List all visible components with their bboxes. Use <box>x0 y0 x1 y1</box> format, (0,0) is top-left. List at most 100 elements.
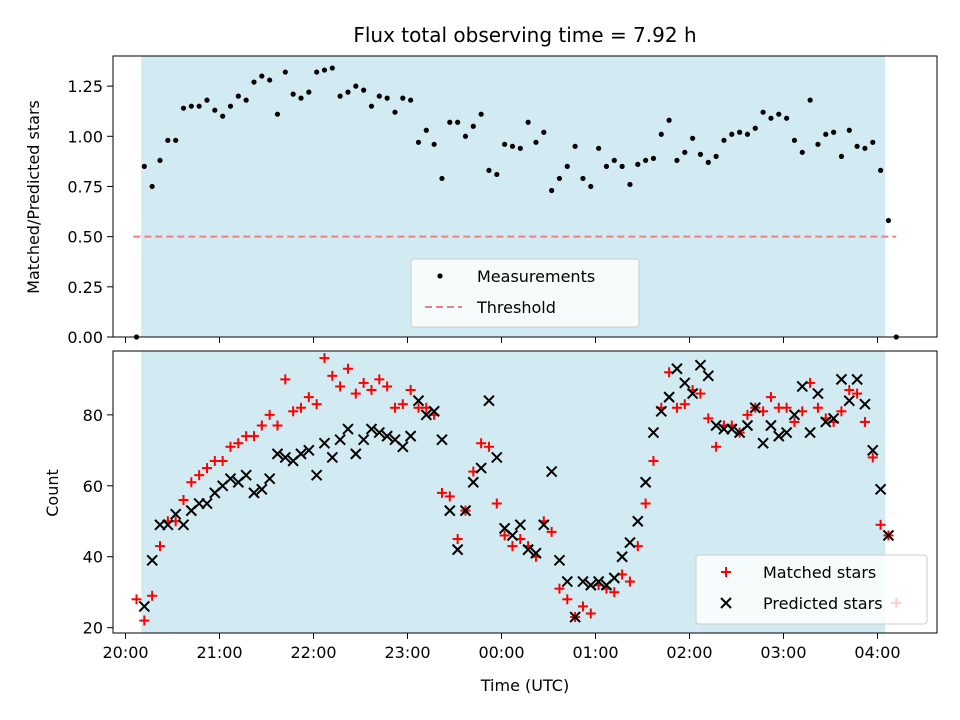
matched-stars-point <box>875 519 886 530</box>
matched-stars-point <box>327 370 338 381</box>
predicted-stars-point <box>749 402 761 414</box>
predicted-stars-point-b <box>373 426 386 439</box>
measurement-point <box>682 149 688 155</box>
measurement-point <box>791 137 798 143</box>
measurement-point <box>690 135 696 141</box>
measurement-point <box>784 115 790 121</box>
matched-stars-point <box>789 416 800 427</box>
matched-stars-point <box>366 385 377 396</box>
measurement-point <box>235 93 241 99</box>
predicted-stars-point <box>365 423 378 435</box>
x-tick-label: 22:00 <box>290 643 336 662</box>
legend-predicted-stars-marker-b <box>720 597 732 609</box>
predicted-stars-point-b <box>780 426 793 439</box>
x-tick-label: 21:00 <box>196 643 242 662</box>
predicted-stars-point-b <box>459 504 472 517</box>
matched-stars-point <box>703 413 714 424</box>
predicted-stars-point-b <box>498 522 511 535</box>
predicted-stars-point-b <box>585 579 597 591</box>
measurement-point <box>415 139 422 145</box>
measurement-point <box>251 79 257 85</box>
predicted-stars-point-b <box>820 416 832 428</box>
matched-stars-point <box>640 498 651 509</box>
measurement-point <box>494 171 500 178</box>
predicted-stars-point-b <box>773 430 785 442</box>
top-y-tick-label: 1.25 <box>67 77 103 96</box>
measurement-point <box>768 115 774 121</box>
measurement-point <box>509 143 516 149</box>
predicted-stars-point <box>882 529 895 542</box>
predicted-stars-point <box>804 426 816 439</box>
matched-stars-point <box>201 463 212 474</box>
predicted-stars-point-b <box>357 433 370 446</box>
predicted-stars-point-b <box>138 600 151 613</box>
predicted-stars-point-b <box>835 373 848 386</box>
predicted-stars-point-b <box>522 543 534 556</box>
predicted-stars-point-b <box>146 554 158 566</box>
predicted-stars-point-b <box>874 483 887 496</box>
predicted-stars-point <box>467 476 480 488</box>
matched-stars-point <box>272 420 283 431</box>
matched-stars-point <box>679 399 690 410</box>
predicted-stars-point <box>679 377 691 389</box>
measurement-point <box>752 125 758 131</box>
predicted-stars-point <box>632 515 644 527</box>
predicted-stars-point-b <box>295 448 307 460</box>
predicted-stars-point <box>357 433 370 446</box>
matched-stars-point <box>852 388 863 399</box>
measurement-point <box>846 127 852 133</box>
predicted-stars-point-b <box>397 441 409 453</box>
top-chart-title: Flux total observing time = 7.92 h <box>353 23 696 47</box>
matched-stars-point <box>546 526 557 537</box>
predicted-stars-point-b <box>506 529 519 542</box>
predicted-stars-point <box>741 419 754 432</box>
measurement-point <box>408 97 414 103</box>
legend-predicted-stars-label: Predicted stars <box>763 594 883 613</box>
matched-stars-point <box>491 498 502 509</box>
measurement-point <box>188 103 194 109</box>
predicted-stars-point <box>162 519 174 531</box>
predicted-stars-point <box>867 444 879 457</box>
matched-stars-point <box>483 441 494 452</box>
measurement-point <box>423 127 429 133</box>
predicted-stars-point-b <box>710 419 722 432</box>
predicted-stars-point <box>279 451 292 464</box>
measurement-point <box>149 183 155 190</box>
predicted-stars-point-b <box>248 487 260 499</box>
predicted-stars-point-b <box>851 373 863 386</box>
predicted-stars-point-b <box>538 519 550 531</box>
predicted-stars-point-b <box>404 430 417 442</box>
measurement-point <box>713 153 719 159</box>
matched-stars-point <box>248 431 259 442</box>
matched-stars-point <box>859 416 870 427</box>
predicted-stars-point-b <box>757 437 769 449</box>
matched-stars-point <box>382 381 393 392</box>
predicted-stars-point-b <box>514 519 527 531</box>
predicted-stars-point <box>318 437 331 449</box>
measurement-point <box>603 163 610 169</box>
matched-stars-point <box>554 583 565 594</box>
predicted-stars-point <box>506 529 519 542</box>
bottom-panel: 20:00 21:00 22:00 23:00 00:00 01:00 02:00 03:00… <box>83 350 938 662</box>
predicted-stars-point-b <box>491 451 503 464</box>
predicted-stars-point <box>373 426 386 439</box>
measurement-point <box>705 159 711 165</box>
matched-stars-point <box>507 541 518 552</box>
measurement-point <box>227 103 234 109</box>
measurement-point <box>744 131 751 137</box>
measurement-point <box>337 93 343 99</box>
predicted-stars-point-b <box>201 497 213 510</box>
predicted-stars-point <box>522 543 534 556</box>
measurement-point <box>502 141 508 147</box>
matched-stars-point <box>280 374 291 385</box>
predicted-stars-point <box>177 519 190 531</box>
measurement-point <box>697 151 704 157</box>
measurement-point <box>823 131 829 137</box>
measurement-point <box>541 129 547 135</box>
predicted-stars-point <box>569 611 581 623</box>
matched-stars-point <box>562 594 573 605</box>
predicted-stars-point-b <box>882 529 895 542</box>
predicted-stars-point <box>201 497 213 510</box>
predicted-stars-point <box>271 448 284 460</box>
predicted-stars-point-b <box>632 515 644 527</box>
